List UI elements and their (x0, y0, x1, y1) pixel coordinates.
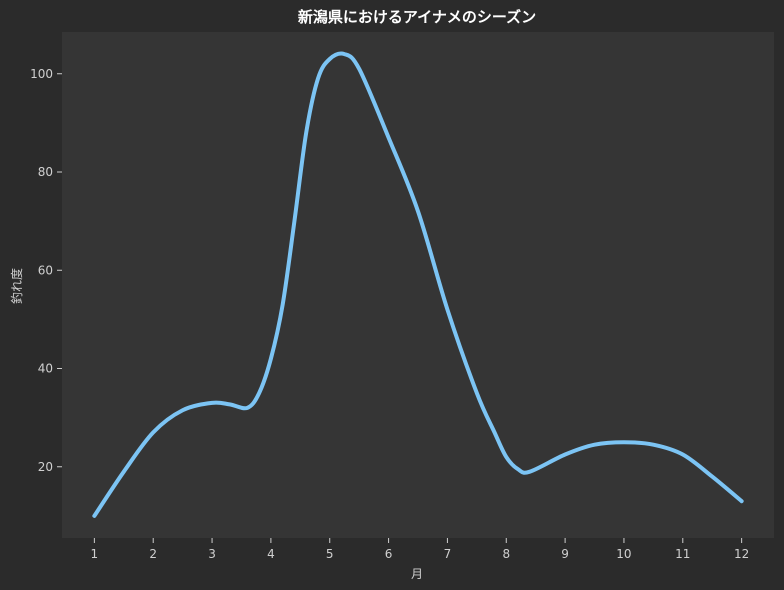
y-tick-label: 20 (38, 460, 53, 474)
y-tick-label: 80 (38, 165, 53, 179)
x-tick-label: 9 (561, 547, 569, 561)
x-tick-label: 4 (267, 547, 275, 561)
x-tick-label: 7 (444, 547, 452, 561)
x-axis: 1 2 3 4 5 6 7 8 9 10 11 12 (91, 538, 749, 561)
x-tick-label: 11 (675, 547, 690, 561)
series-line (92, 51, 744, 518)
x-tick-label: 3 (208, 547, 216, 561)
x-axis-label: 月 (411, 567, 423, 581)
y-axis-label: 釣れ度 (9, 268, 24, 304)
x-tick-label: 10 (616, 547, 631, 561)
y-tick-label: 60 (38, 263, 53, 277)
x-tick-label: 6 (385, 547, 393, 561)
x-tick-label: 8 (502, 547, 510, 561)
chart-title: 新潟県におけるアイナメのシーズン (298, 8, 536, 26)
x-tick-label: 2 (149, 547, 157, 561)
plot-area (62, 32, 774, 538)
x-tick-label: 12 (734, 547, 749, 561)
y-axis: 20 40 60 80 100 (30, 67, 62, 474)
y-tick-label: 100 (30, 67, 53, 81)
x-tick-label: 1 (91, 547, 99, 561)
x-tick-label: 5 (326, 547, 334, 561)
y-tick-label: 40 (38, 362, 53, 376)
